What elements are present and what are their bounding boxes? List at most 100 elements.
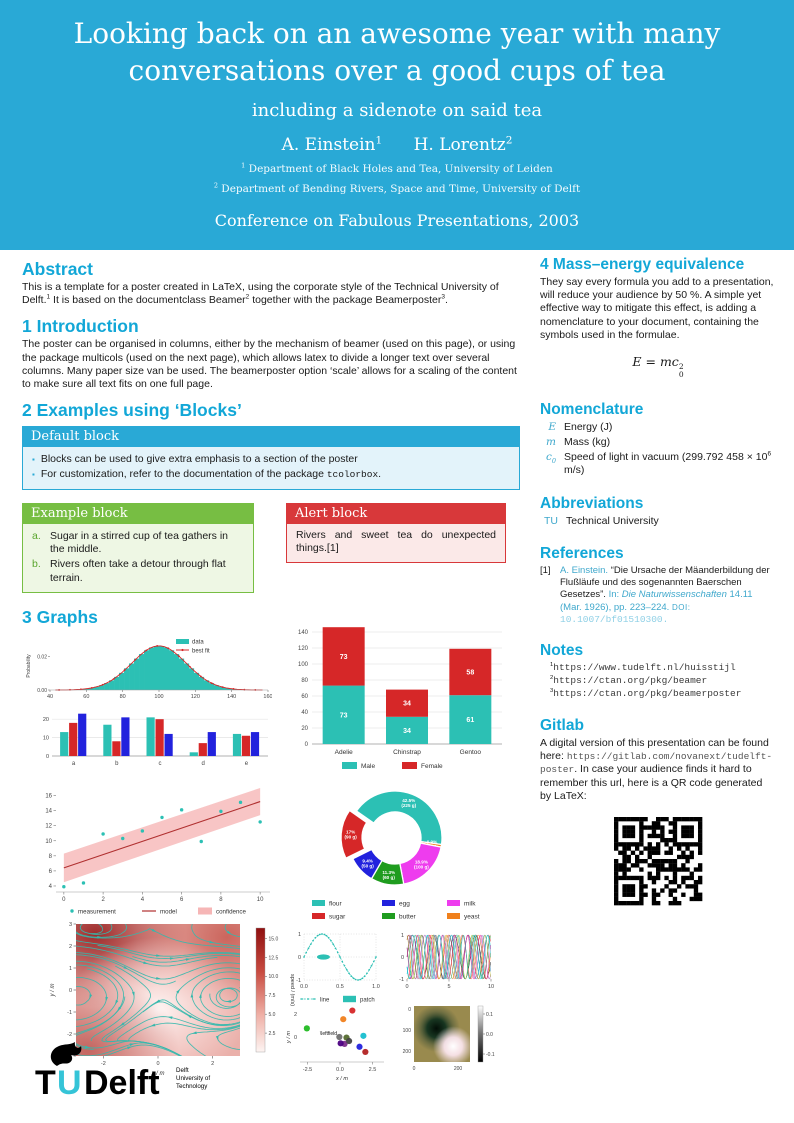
svg-text:0: 0 <box>305 742 309 748</box>
alert-block-title: Alert block <box>287 503 505 524</box>
svg-text:58: 58 <box>466 670 474 677</box>
svg-text:0: 0 <box>62 897 66 903</box>
svg-text:0: 0 <box>408 1007 411 1013</box>
svg-text:15.0: 15.0 <box>269 937 279 943</box>
svg-text:flour: flour <box>329 901 342 908</box>
svg-text:2: 2 <box>294 1012 297 1018</box>
section-heading-mass-energy: 4 Mass–energy equivalence <box>540 256 745 273</box>
svg-text:40: 40 <box>301 710 308 716</box>
section-heading-blocks: 2 Examples using ‘Blocks’ <box>22 400 242 421</box>
svg-text:-1: -1 <box>399 977 404 983</box>
svg-text:61: 61 <box>466 717 474 724</box>
introduction-paragraph: The poster can be organised in columns, … <box>22 338 517 391</box>
svg-text:model: model <box>160 909 177 916</box>
svg-text:U: U <box>57 1064 82 1102</box>
section-heading-gitlab: Gitlab <box>540 716 584 734</box>
nomenclature-row: c0 Speed of light in vacuum (299.792 458 … <box>545 450 772 477</box>
footnote: 1https://www.tudelft.nl/huisstijl <box>550 662 736 674</box>
footnote-marker: 3 <box>441 293 445 301</box>
footnote-marker: 1 <box>46 293 51 301</box>
inline-code: tcolorbox <box>326 468 379 480</box>
svg-text:Adelie: Adelie <box>335 749 353 756</box>
alert-block-body: Rivers and sweet tea do unexpected thing… <box>287 523 505 562</box>
section-heading-graphs: 3 Graphs <box>22 607 98 628</box>
svg-text:measurement: measurement <box>78 909 116 916</box>
footnote-url[interactable]: https://ctan.org/pkg/beamer <box>553 675 708 687</box>
default-block-body: ▪ Blocks can be used to give extra emphas… <box>23 447 519 489</box>
poster-title: Looking back on an awesome year with man… <box>73 17 721 87</box>
svg-text:1: 1 <box>69 966 72 972</box>
author: H. Lorentz2 <box>413 134 513 155</box>
svg-text:140: 140 <box>298 630 309 636</box>
svg-text:University of: University of <box>176 1075 210 1082</box>
svg-text:100: 100 <box>298 662 309 668</box>
side-column: 4 Mass–energy equivalence They say every… <box>540 250 776 914</box>
svg-text:0: 0 <box>405 984 408 990</box>
list-item: ▪ Blocks can be used to give extra emphas… <box>32 453 358 466</box>
svg-text:10: 10 <box>45 839 52 845</box>
svg-text:4: 4 <box>49 884 53 890</box>
nomenclature-row: m Mass (kg) <box>546 436 611 449</box>
svg-text:-2: -2 <box>67 1032 72 1038</box>
svg-text:\leftfield: \leftfield <box>320 1031 337 1037</box>
poster-header: Looking back on an awesome year with man… <box>0 0 794 250</box>
reference-entry: [1] A. Einstein. “Die Ursache der Mäande… <box>540 564 770 626</box>
svg-text:-0.1: -0.1 <box>486 1052 495 1058</box>
bullet-icon: ▪ <box>32 469 35 479</box>
gitlab-url[interactable]: https://gitlab.com/novanext/tudelft-post… <box>540 751 773 776</box>
svg-text:confidence: confidence <box>216 909 246 916</box>
svg-text:0.5: 0.5 <box>336 984 344 990</box>
chart-image: 0 100 200 0 200 0.1 0.0 -0.1 <box>398 1004 498 1079</box>
svg-text:Male: Male <box>361 763 375 770</box>
svg-text:0: 0 <box>46 754 49 760</box>
svg-text:10: 10 <box>257 897 264 903</box>
svg-text:18.9%(100 g): 18.9% (100 g) <box>414 860 429 870</box>
svg-text:Female: Female <box>421 763 443 770</box>
svg-text:20: 20 <box>301 726 308 732</box>
doi-link[interactable]: 10.1007/bf01510300. <box>560 614 669 626</box>
svg-text:0.0: 0.0 <box>300 984 308 990</box>
svg-text:9.4%(50 g): 9.4% (50 g) <box>361 859 374 869</box>
svg-text:73: 73 <box>340 712 348 719</box>
abstract-paragraph: This is a template for a poster created … <box>22 281 499 307</box>
bullet-icon: ▪ <box>32 455 35 465</box>
svg-text:speed / (m/s): speed / (m/s) <box>289 974 295 1006</box>
svg-text:T: T <box>35 1064 56 1102</box>
poster-subtitle: including a sidenote on said tea <box>251 99 543 121</box>
svg-text:5: 5 <box>447 984 450 990</box>
mass-energy-paragraph: They say every formula you add to a pres… <box>540 276 774 341</box>
svg-text:-2.5: -2.5 <box>303 1067 312 1073</box>
footnote-marker: 2 <box>245 293 250 301</box>
svg-text:17%(90 g): 17% (90 g) <box>344 830 357 840</box>
section-heading-references: References <box>540 544 624 562</box>
svg-text:x / m: x / m <box>335 1076 348 1082</box>
svg-text:160: 160 <box>263 694 272 700</box>
svg-text:x / m: x / m <box>151 1071 165 1077</box>
svg-text:16: 16 <box>45 794 52 800</box>
svg-text:-1: -1 <box>67 1010 72 1016</box>
section-heading-abbreviations: Abbreviations <box>540 495 644 513</box>
svg-text:butter: butter <box>399 914 416 921</box>
footnote: 2https://ctan.org/pkg/beamer <box>550 675 708 687</box>
svg-text:8: 8 <box>49 854 53 860</box>
svg-text:-1: -1 <box>296 978 301 984</box>
item-label: b. <box>32 557 41 570</box>
svg-text:egg: egg <box>399 901 410 908</box>
list-item: a. Sugar in a stirred cup of tea gathers … <box>32 529 229 556</box>
svg-text:120: 120 <box>298 646 309 652</box>
svg-text:6: 6 <box>49 869 53 875</box>
tudelft-logo: T U Delft Delft University of Technology <box>26 1042 221 1109</box>
default-block-title: Default block <box>23 427 519 448</box>
svg-text:60: 60 <box>83 694 89 700</box>
svg-text:140: 140 <box>227 694 236 700</box>
svg-text:2.5: 2.5 <box>369 1067 377 1073</box>
svg-text:data: data <box>192 640 204 646</box>
footnote-url[interactable]: https://ctan.org/pkg/beamerposter <box>553 688 742 700</box>
svg-text:0: 0 <box>401 955 404 961</box>
svg-text:7.5: 7.5 <box>269 993 276 999</box>
mass-energy-formula: E = mc 2 0 <box>632 354 684 380</box>
svg-text:5.0: 5.0 <box>269 1012 276 1018</box>
footnote-url[interactable]: https://www.tudelft.nl/huisstijl <box>553 662 736 674</box>
svg-text:40: 40 <box>47 694 53 700</box>
svg-text:34: 34 <box>403 728 411 735</box>
